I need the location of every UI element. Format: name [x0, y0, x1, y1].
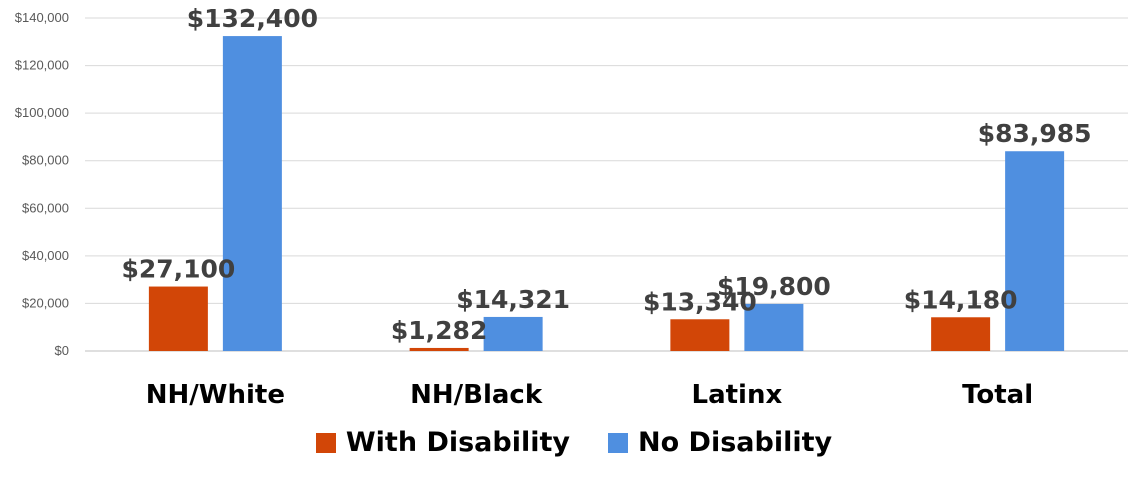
y-tick-label: $80,000: [22, 153, 69, 168]
legend-label-no-disability: No Disability: [638, 427, 833, 458]
legend-item-with-disability: With Disability: [315, 427, 570, 458]
x-tick-label: NH/Black: [410, 380, 543, 410]
bar: [1005, 151, 1065, 351]
bars: [148, 36, 1065, 351]
bar: [483, 316, 543, 351]
y-tick-label: $60,000: [22, 200, 69, 215]
data-label: $132,400: [187, 4, 318, 33]
bar: [222, 36, 282, 351]
x-tick-label: NH/White: [146, 380, 285, 410]
bar-chart: $0 $20,000 $40,000 $60,000 $80,000 $100,000 $1…: [15, 4, 1128, 410]
x-axis: NH/White NH/Black Latinx Total: [146, 380, 1033, 410]
data-label: $13,340: [643, 287, 757, 316]
legend-swatch-no-disability: [608, 432, 628, 453]
data-label: $19,800: [717, 272, 831, 301]
y-tick-label: $120,000: [15, 58, 69, 73]
data-labels: $27,100 $132,400 $1,282$14,321 $13,340$19,8…: [121, 4, 1091, 345]
legend-swatch-with-disability: [315, 432, 336, 453]
x-tick-label: Latinx: [692, 380, 783, 410]
data-label: $14,180: [904, 285, 1018, 314]
bar: [931, 317, 991, 351]
y-tick-label: $40,000: [22, 248, 69, 263]
data-label: $14,321: [456, 285, 570, 314]
y-tick-label: $20,000: [22, 295, 69, 310]
x-tick-label: Total: [962, 380, 1033, 410]
bar: [670, 319, 730, 351]
y-axis: $0 $20,000 $40,000 $60,000 $80,000 $100,000 $1…: [15, 10, 69, 358]
y-tick-label: $100,000: [15, 105, 69, 120]
bar: [409, 347, 469, 351]
legend-item-no-disability: No Disability: [608, 427, 832, 458]
bar: [148, 286, 208, 351]
y-tick-label: $0: [55, 343, 69, 358]
legend-label-with-disability: With Disability: [345, 427, 570, 458]
bar: [744, 303, 804, 351]
data-label: $1,282: [391, 316, 487, 345]
data-label: $83,985: [978, 119, 1092, 148]
y-tick-label: $140,000: [15, 10, 69, 25]
data-label: $27,100: [121, 255, 235, 284]
legend: With Disability No Disability: [0, 427, 1148, 458]
